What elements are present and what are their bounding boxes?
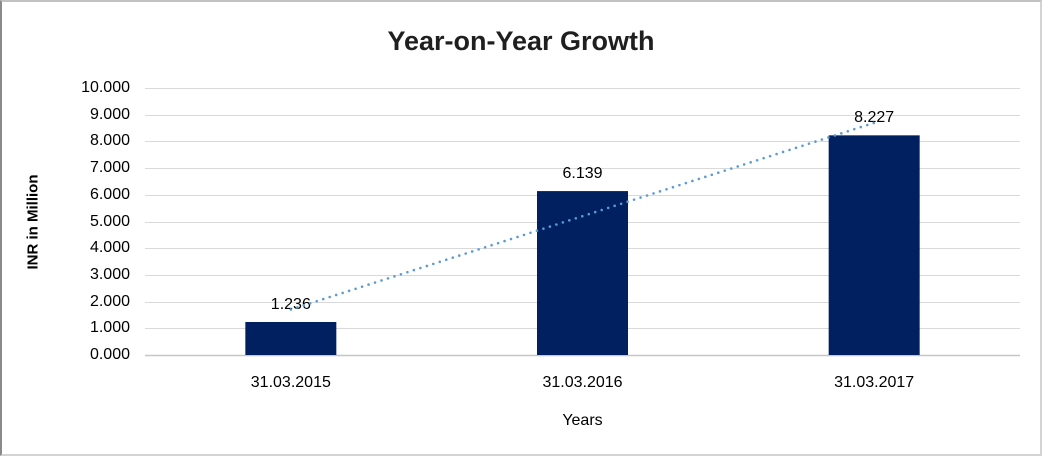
- bar-31.03.2015: [245, 321, 337, 355]
- data-label: 8.227: [854, 109, 895, 127]
- data-label: 1.236: [270, 295, 311, 313]
- y-tick-label: 9.000: [89, 105, 130, 123]
- y-tick-label: 4.000: [89, 239, 130, 257]
- x-tick-label: 31.03.2017: [834, 374, 915, 391]
- x-axis-title: Years: [562, 412, 603, 429]
- y-tick-label: 1.000: [89, 319, 130, 337]
- y-tick-label: 8.000: [89, 132, 130, 150]
- x-tick-label: 31.03.2015: [250, 374, 331, 391]
- bar-31.03.2017: [828, 135, 920, 355]
- y-tick-label: 6.000: [89, 185, 130, 203]
- y-tick-label: 2.000: [89, 292, 130, 310]
- y-tick-label: 3.000: [89, 265, 130, 283]
- gridlines: [145, 87, 1020, 357]
- data-label: 6.139: [562, 165, 603, 183]
- trendline: [289, 121, 876, 311]
- bar-31.03.2016: [537, 191, 628, 355]
- chart-title: Year-on-Year Growth: [387, 26, 655, 56]
- y-tick-label: 0.000: [89, 346, 130, 363]
- x-tick-label: 31.03.2016: [542, 374, 623, 391]
- y-tick-label: 7.000: [89, 159, 130, 177]
- y-tick-label: 10.000: [81, 79, 130, 96]
- y-tick-label: 5.000: [89, 212, 130, 230]
